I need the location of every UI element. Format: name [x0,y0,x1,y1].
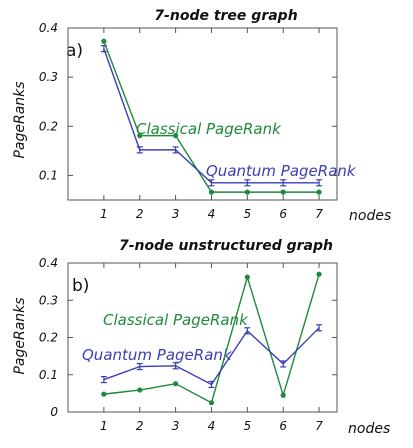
chart-a-ylabel: PageRanks [12,81,28,158]
chart-a-xtick-label: 1 [100,207,108,221]
chart-b-ytick-label: 0.1 [39,368,58,382]
chart-a-legend-classical: Classical PageRank [136,120,282,138]
chart-b-xtick-label: 6 [279,419,287,433]
chart-b-ytick-label: 0.4 [39,256,58,270]
chart-b-classical-point [280,392,286,398]
chart-b-title: 7-node unstructured graph [119,238,333,254]
chart-b-quantum-point [244,327,251,335]
chart-a-quantum-point [316,179,323,187]
chart-a-xtick-label: 7 [315,207,323,221]
chart-b-quantum-point [208,380,215,389]
chart-a-title: 7-node tree graph [154,8,297,24]
chart-b-legend-classical: Classical PageRank [103,311,249,329]
chart-a-quantum-point [100,45,107,53]
chart-a-classical-point [280,189,286,195]
chart-a-classical-point [101,38,107,44]
chart-b-ytick-label: 0 [50,405,58,419]
chart-b-xtick-label: 1 [100,419,108,433]
chart-a: 7-node tree graph a) PageRanks nodes Cla… [12,8,391,224]
chart-a-plot: 0.1 0.2 0.3 0.4 1 2 3 4 5 6 7 [39,21,338,221]
chart-a-xtick-label: 2 [136,207,144,221]
chart-b-classical-point [244,274,250,280]
chart-a-xtick-label: 4 [208,207,216,221]
chart-b-ylabel: PageRanks [12,297,28,374]
chart-b-legend-quantum: Quantum PageRank [82,346,233,364]
chart-a-ytick-label: 0.1 [39,168,58,182]
chart-b-xlabel: nodes [348,421,390,437]
chart-b-classical-point [208,400,215,406]
chart-a-xtick-label: 6 [279,207,287,221]
chart-a-legend-quantum: Quantum PageRank [206,162,357,180]
chart-a-quantum-point [280,179,287,187]
chart-b-panel-label: b) [72,276,89,296]
chart-b-quantum-point [136,362,143,371]
chart-b: 7-node unstructured graph b) PageRanks n… [12,238,390,437]
chart-a-xtick-label: 3 [172,207,180,221]
chart-a-panel-label: a) [66,41,83,61]
chart-a-ytick-label: 0.2 [39,119,58,133]
chart-b-xtick-label: 7 [315,419,323,433]
chart-a-classical-point [173,133,179,139]
chart-b-classical-point [173,381,179,387]
chart-b-xtick-label: 2 [136,419,144,433]
chart-a-frame [67,27,338,201]
chart-b-ytick-label: 0.2 [39,331,58,345]
chart-a-classical-point [316,189,322,195]
chart-a-xtick-label: 5 [244,207,252,221]
chart-a-quantum-point [136,146,143,154]
chart-b-xtick-label: 4 [208,419,216,433]
chart-b-classical-point [137,387,143,393]
chart-a-quantum-point [244,179,251,187]
chart-b-classical-point [101,391,107,397]
chart-b-classical-point [316,271,322,277]
chart-a-quantum-point [208,179,215,187]
chart-b-quantum-point [280,360,287,368]
chart-b-plot: 0 0.1 0.2 0.3 0.4 1 2 3 4 5 6 7 [39,256,338,433]
chart-b-xtick-label: 5 [244,419,252,433]
chart-b-ytick-label: 0.3 [39,293,58,307]
chart-a-xlabel: nodes [349,208,391,224]
chart-a-classical-point [244,189,250,195]
chart-a-classical-point [137,133,143,139]
chart-b-quantum-point [316,324,323,332]
chart-a-ytick-label: 0.4 [39,21,58,35]
chart-a-quantum-point [172,146,179,154]
chart-b-quantum-point [100,375,107,384]
chart-b-xtick-label: 3 [172,419,180,433]
chart-b-quantum-point [172,362,179,370]
chart-a-classical-point [208,189,215,195]
chart-b-frame [67,262,338,413]
chart-a-ytick-label: 0.3 [39,70,58,84]
